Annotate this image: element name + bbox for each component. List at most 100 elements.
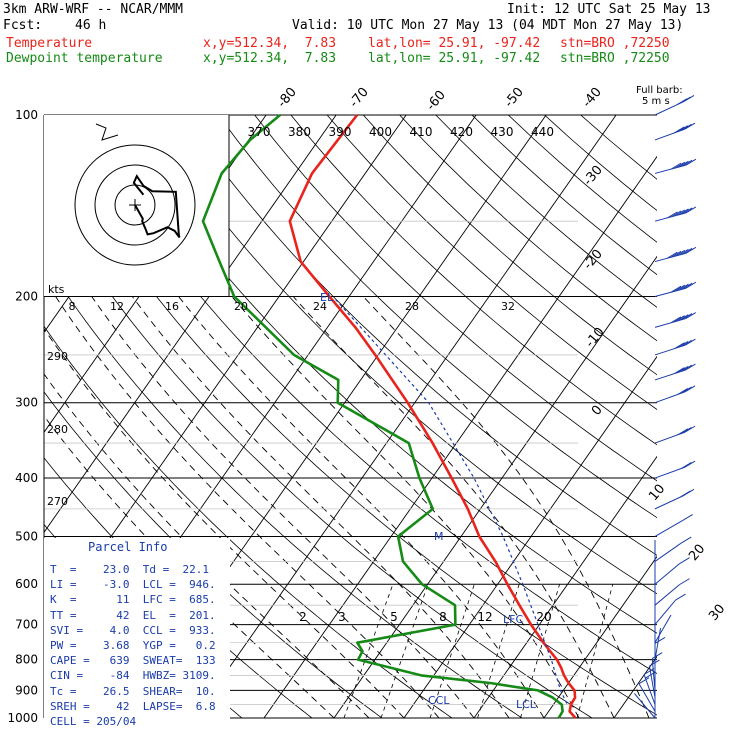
wind-barb [654,536,692,562]
dewpoint-latlon: lat,lon= 25.91, -97.42 [368,51,541,66]
hodograph-speed-label: 28 [405,300,419,313]
wind-barb [654,312,697,328]
wind-barb-flag [681,247,693,255]
wind-barb-flag [678,248,689,256]
wind-barb-flag [681,313,693,321]
pressure-tick-label: 700 [15,618,38,632]
parcel-info-row: CELL = 205/04 [50,715,137,728]
theta-label: 430 [491,125,514,139]
hodograph-ring [94,164,176,246]
wind-barb-flag [685,363,696,371]
isotherm-label: -50 [502,85,527,111]
wind-barb-flag [643,668,655,675]
lcl-label: LCL [516,698,537,711]
parcel-info-row: LI = -3.0 LCL = 946. [50,578,216,592]
wind-barb-shaft [654,584,680,606]
wind-barb-flag [681,282,693,290]
theta-label: 380 [288,125,311,139]
wind-barb [654,488,695,510]
mixing-ratio-label: 3 [338,610,346,624]
dewpoint-station: stn=BRO ,72250 [560,51,670,66]
wind-barb-flag [674,315,685,323]
mixing-ratio-line [343,584,394,718]
wind-barb [654,557,690,585]
wind-barb [654,95,695,116]
wind-barb-shaft [654,212,687,222]
wind-barb-shaft [654,164,687,174]
wind-barb-flag [678,160,689,168]
wind-barb [654,338,696,356]
isotherm-line [44,115,337,534]
dewpoint-profile-line [201,113,564,719]
wind-barb-shaft [638,683,656,712]
wind-barb-flag [685,312,697,319]
moist-adiabat-line [362,296,650,718]
wind-barb [654,593,686,625]
moist-adiabat-line [292,296,615,718]
wind-barb-flag [681,159,693,167]
pressure-tick-label: 600 [15,577,38,591]
wind-barb-flag [675,593,686,601]
wind-barb [654,158,697,174]
isotherm-line [193,115,617,718]
pressure-tick-label: 400 [15,471,38,485]
temperature-latlon: lat,lon= 25.91, -97.42 [368,36,541,51]
wind-barb [654,246,697,263]
wind-barb-flag [654,637,666,644]
wind-barb [654,578,690,606]
mixing-ratio-label: 2 [299,610,307,624]
wind-barb [654,614,672,643]
mixing-ratio-label: 5 [390,610,398,624]
wind-barb-shaft [654,563,680,585]
isotherm-label: 20 [686,542,708,564]
wind-barb-flag [670,210,682,218]
pressure-tick-label: 900 [15,683,38,697]
parcel-info-row: Tc = 26.5 SHEAR= 10. [50,684,216,698]
wind-barb-flag [670,316,682,324]
theta-label: 440 [531,125,554,139]
theta-label: 370 [248,125,271,139]
dewpoint-xy: x,y=512.34, 7.83 [203,51,337,66]
wind-barb-shaft [654,344,686,356]
wind-barb-shaft [654,431,686,444]
hodograph-trace [132,174,181,238]
wind-barb-flag [667,211,678,219]
wind-barb-shaft [634,693,656,719]
fcst-value: 46 h [75,18,107,33]
wind-barb-flag [678,314,689,322]
m-label: M [434,530,444,543]
wind-barb-flag [677,341,689,348]
parcel-info-row: T = 23.0 Td = 22.1 [50,563,209,576]
parcel-info-row: PW = 3.68 YGP = 0.2 [50,639,216,652]
wind-barb-shaft [654,391,686,404]
wind-barb-flag [685,206,697,214]
wind-barb-flag [677,387,689,395]
wind-barb-flag [670,250,682,258]
wind-barb-shaft [654,614,672,643]
parcel-info-row: K = 11 LFC = 685. [50,593,216,607]
isotherm-line [684,115,740,718]
mixing-ratio-label: 8 [439,610,447,624]
wind-barb-flag [684,385,696,393]
fcst-label: Fcst: [3,18,43,33]
wind-barb-flag [677,125,689,133]
pressure-tick-label: 300 [15,396,38,410]
wind-barb [654,206,697,222]
isotherm-line [543,555,657,718]
wind-barb-flag [680,536,692,544]
init-time: Init: 12 UTC Sat 25 May 13 [507,2,711,17]
wind-barb-flag [649,659,660,667]
isotherm-label: -10 [583,325,608,351]
wind-barb-shaft [654,599,676,625]
wind-barb-shaft [654,128,686,141]
isotherm-label: -60 [424,88,449,114]
isotherm-label: -70 [347,85,372,111]
pressure-tick-label: 800 [15,653,38,667]
wind-barb-flag [673,126,685,134]
theta-label: 410 [410,125,433,139]
theta-e-label: 280 [47,423,68,436]
theta-e-label: 290 [47,350,68,363]
wind-barb-flag [674,161,686,169]
ccl-label: CCL [428,694,450,707]
mixing-ratio-label: 20 [536,610,551,624]
